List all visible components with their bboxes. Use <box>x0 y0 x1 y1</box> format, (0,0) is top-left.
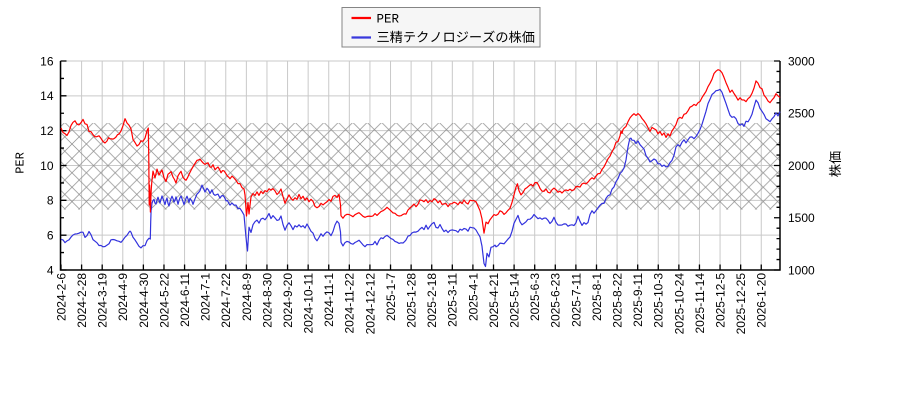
svg-text:2024-12-12: 2024-12-12 <box>363 273 377 335</box>
svg-text:2024-4-9: 2024-4-9 <box>116 273 130 321</box>
svg-text:2025-7-11: 2025-7-11 <box>569 273 583 327</box>
svg-text:2025-9-11: 2025-9-11 <box>631 273 645 327</box>
svg-text:2024-10-11: 2024-10-11 <box>302 273 316 334</box>
svg-text:2024-8-30: 2024-8-30 <box>260 273 274 328</box>
svg-text:1500: 1500 <box>788 211 815 225</box>
svg-text:16: 16 <box>40 54 54 68</box>
svg-text:2024-2-6: 2024-2-6 <box>54 273 68 321</box>
svg-text:2024-5-22: 2024-5-22 <box>157 273 171 328</box>
svg-text:2025-10-3: 2025-10-3 <box>652 273 666 328</box>
svg-text:14: 14 <box>40 89 54 103</box>
svg-text:2025-4-21: 2025-4-21 <box>487 273 501 328</box>
svg-text:12: 12 <box>40 124 54 138</box>
svg-text:2025-12-5: 2025-12-5 <box>714 273 728 328</box>
svg-text:2024-8-9: 2024-8-9 <box>240 273 254 321</box>
svg-text:8: 8 <box>47 194 54 208</box>
svg-text:2025-3-11: 2025-3-11 <box>446 273 460 327</box>
svg-text:2025-5-14: 2025-5-14 <box>508 273 522 328</box>
svg-text:2025-1-7: 2025-1-7 <box>384 273 398 321</box>
svg-text:6: 6 <box>47 229 54 243</box>
svg-text:2025-10-24: 2025-10-24 <box>672 273 686 335</box>
svg-text:4: 4 <box>47 263 54 277</box>
svg-text:2025-8-22: 2025-8-22 <box>611 273 625 328</box>
svg-text:2026-1-20: 2026-1-20 <box>755 273 769 328</box>
svg-text:2024-4-30: 2024-4-30 <box>137 273 151 328</box>
svg-text:2025-1-28: 2025-1-28 <box>405 273 419 328</box>
svg-text:PER: PER <box>377 12 400 26</box>
svg-text:2024-7-1: 2024-7-1 <box>199 273 213 321</box>
svg-text:2025-6-23: 2025-6-23 <box>549 273 563 328</box>
svg-text:2024-6-11: 2024-6-11 <box>178 273 192 327</box>
svg-text:2500: 2500 <box>788 107 815 121</box>
svg-text:2024-7-22: 2024-7-22 <box>219 273 233 328</box>
svg-text:2024-11-22: 2024-11-22 <box>343 273 357 334</box>
svg-text:1000: 1000 <box>788 263 815 277</box>
svg-text:2025-2-18: 2025-2-18 <box>425 273 439 328</box>
svg-text:2024-11-1: 2024-11-1 <box>322 273 336 327</box>
svg-text:2025-6-3: 2025-6-3 <box>528 273 542 321</box>
svg-text:2025-11-14: 2025-11-14 <box>693 273 707 334</box>
svg-text:2024-9-20: 2024-9-20 <box>281 273 295 328</box>
svg-text:2024-2-28: 2024-2-28 <box>75 273 89 328</box>
svg-text:2025-4-1: 2025-4-1 <box>466 273 480 321</box>
svg-text:2024-3-19: 2024-3-19 <box>96 273 110 328</box>
svg-text:2000: 2000 <box>788 159 815 173</box>
svg-text:PER: PER <box>14 152 28 174</box>
svg-text:2025-12-25: 2025-12-25 <box>734 273 748 335</box>
svg-text:2025-8-1: 2025-8-1 <box>590 273 604 321</box>
svg-text:10: 10 <box>40 159 54 173</box>
svg-text:3000: 3000 <box>788 54 815 68</box>
